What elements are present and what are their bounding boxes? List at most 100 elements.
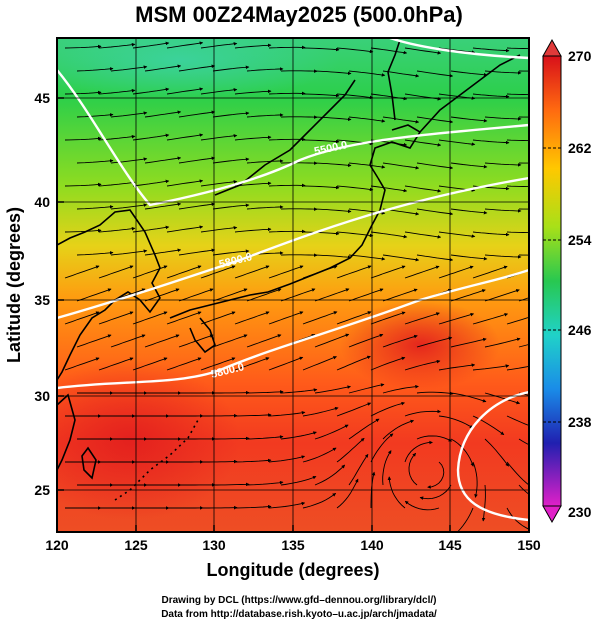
streamline [200,42,238,49]
streamline [268,91,306,96]
streamline [506,185,529,188]
streamline [404,139,442,147]
streamline [416,70,454,78]
streamline [314,254,352,259]
grid [57,38,529,532]
streamline [178,64,216,72]
korea-china-coast [57,209,161,381]
streamline [246,288,282,302]
streamline [472,231,510,237]
contour-5500 [57,69,529,207]
streamline [280,69,318,73]
streamline [234,413,272,417]
streamline [144,334,180,348]
streamline [314,464,346,486]
streamline [234,458,272,463]
streamline [472,265,508,279]
colorbar-bottom-arrow [542,505,562,524]
streamline [280,388,318,394]
streamline [110,249,148,256]
streamline [506,231,529,234]
streamline [302,356,337,371]
streamline [484,438,509,467]
streamline [302,493,337,509]
streamline [484,392,521,405]
streamline [438,312,475,325]
streamline [110,65,148,72]
streamline [404,500,440,511]
streamline [506,316,529,325]
streamline [518,208,529,210]
streamline [246,205,284,210]
streamline [98,180,136,187]
streamline [506,415,529,426]
streamline [518,116,529,118]
streamline [416,336,453,348]
y-tick-label: 45 [34,90,50,106]
streamline [246,159,284,164]
streamline [302,311,338,325]
streamline [438,363,476,371]
streamline [518,162,529,164]
streamline [246,390,284,394]
streamline [382,450,392,486]
streamline [404,265,440,279]
credit-drawing: Drawing by DCL (https://www.gfd–dennou.o… [161,595,436,606]
streamline [427,461,445,489]
streamline [234,357,270,371]
streamline [132,357,168,371]
streamline [506,507,529,530]
streamline [450,162,488,169]
streamline [132,41,170,49]
contour-north [389,38,529,60]
streamline [302,47,340,52]
streamline [336,402,372,417]
streamline [212,203,250,210]
streamline [200,357,236,371]
streamline [234,43,272,49]
contour-5800 [57,268,529,390]
streamline [506,139,529,142]
streamline [166,265,202,279]
streamline [314,70,352,76]
streamline [234,227,272,233]
streamline [348,383,385,394]
streamline [518,254,529,256]
streamline [484,116,522,121]
streamline [484,337,521,348]
x-axis: 120 125 130 135 140 145 150 Longitude (d… [45,525,541,580]
streamline [450,289,486,302]
streamline [314,385,351,394]
streamline [178,288,214,302]
streamline [144,288,180,302]
streamline [387,476,406,509]
streamline [212,334,248,348]
y-axis-label: Latitude (degrees) [4,207,24,363]
streamline [348,116,386,123]
japan-honshu [169,177,386,319]
streamline [64,311,100,325]
streamline [268,410,306,417]
streamline [98,311,134,325]
streamline [348,70,386,77]
streamline [200,265,236,279]
streamline [450,254,488,261]
x-tick-label: 120 [45,537,69,553]
streamline [450,70,488,77]
streamline [64,182,102,187]
kuril-coast [419,54,521,133]
streamline [450,438,474,467]
streamline [268,356,304,371]
streamline [64,357,100,371]
streamline [110,203,148,210]
colorbar-tick-label: 246 [568,322,592,338]
streamline [382,419,415,440]
streamline [268,183,306,188]
streamline [268,45,306,50]
streamline [132,311,168,325]
streamline [416,435,453,442]
streamline [506,93,529,96]
streamline [348,162,386,169]
streamline [404,440,433,463]
streamline [302,93,340,98]
